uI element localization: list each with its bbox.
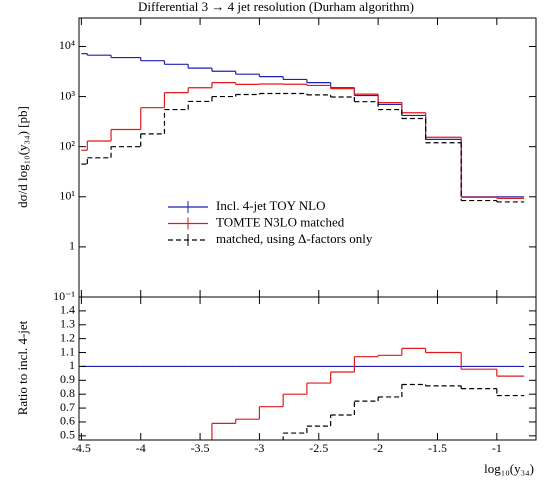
y-tick-label: 10² — [59, 138, 75, 152]
y-tick-label: 0.6 — [60, 414, 75, 428]
y-tick-label: 10⁴ — [59, 38, 75, 52]
plot-area — [81, 53, 525, 203]
x-tick-label: -2.5 — [309, 441, 328, 455]
x-tick-label: -1.5 — [428, 441, 447, 455]
y-tick-label: 1.3 — [60, 317, 75, 331]
plot-frame — [78, 296, 537, 441]
y-tick-label: 1 — [69, 239, 75, 253]
plot-frame — [78, 17, 537, 298]
y-tick-label: 0.9 — [60, 372, 75, 386]
y-tick-label: 0.8 — [60, 386, 75, 400]
y-tick-label: 10⁻¹ — [53, 289, 75, 303]
y-tick-label: 1.4 — [60, 303, 75, 317]
y-tick-label: 1.1 — [60, 344, 75, 358]
y-tick-label: 10³ — [59, 88, 75, 102]
legend-label: Incl. 4-jet TOY NLO — [216, 198, 326, 213]
x-tick-label: -1 — [492, 441, 502, 455]
y-tick-label: 0.7 — [60, 400, 75, 414]
legend-label: TOMTE N3LO matched — [216, 214, 345, 229]
y-tick-label: 1.2 — [60, 330, 75, 344]
x-tick-label: -3 — [254, 441, 264, 455]
x-tick-label: -4 — [136, 441, 146, 455]
y-tick-label: 1 — [69, 358, 75, 372]
x-tick-label: -4.5 — [72, 441, 91, 455]
x-tick-label: -3.5 — [191, 441, 210, 455]
x-axis-label: log₁₀(y₃₄) — [484, 461, 534, 476]
x-tick-label: -2 — [373, 441, 383, 455]
y-tick-label: 10¹ — [59, 189, 75, 203]
chart-title: Differential 3 → 4 jet resolution (Durha… — [138, 0, 414, 14]
legend-label: matched, using Δ-factors only — [216, 231, 373, 246]
y-axis-label: dσ/d log₁₀(y₃₄) [pb] — [15, 106, 30, 208]
y-tick-label: 0.5 — [60, 428, 75, 442]
y-axis-label: Ratio to incl. 4-jet — [15, 320, 30, 415]
plot-area — [81, 347, 525, 440]
